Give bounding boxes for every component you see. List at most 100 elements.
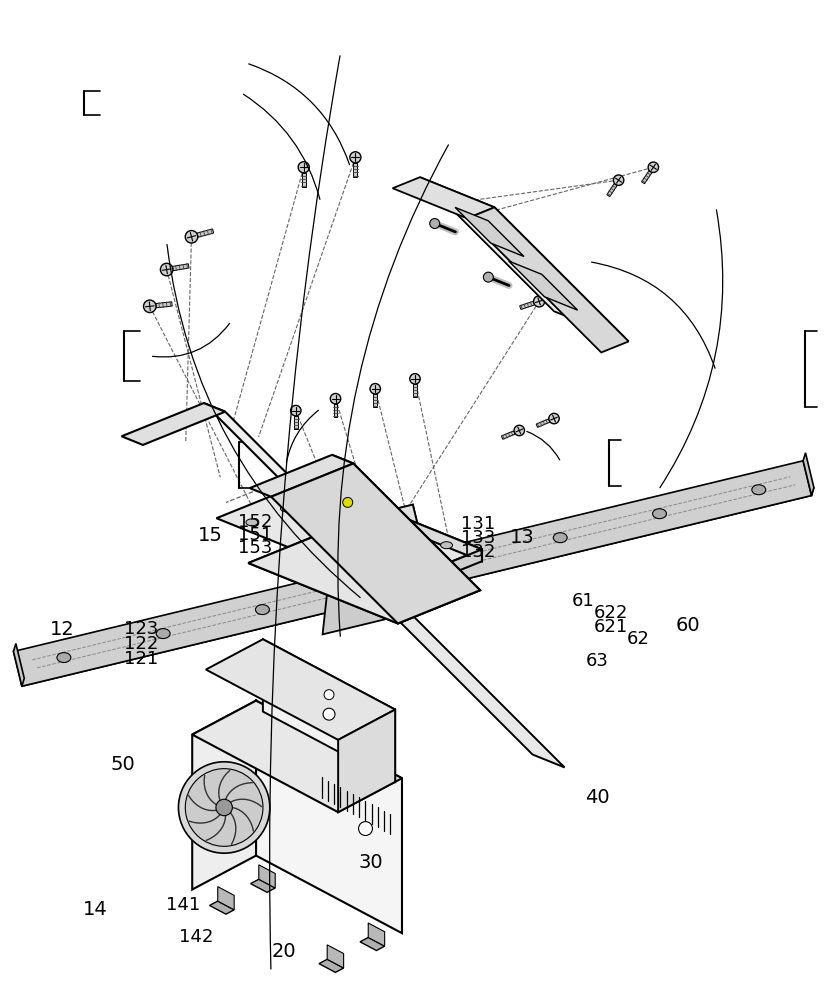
- Ellipse shape: [441, 542, 452, 549]
- Text: 121: 121: [124, 650, 158, 668]
- Ellipse shape: [280, 505, 293, 512]
- Circle shape: [185, 769, 263, 846]
- Polygon shape: [209, 901, 234, 914]
- Polygon shape: [197, 229, 213, 237]
- Polygon shape: [508, 261, 578, 310]
- Circle shape: [330, 393, 341, 404]
- Polygon shape: [156, 302, 172, 308]
- Text: 20: 20: [271, 942, 296, 961]
- Polygon shape: [311, 480, 482, 561]
- Polygon shape: [22, 488, 814, 686]
- Polygon shape: [520, 301, 535, 309]
- Text: 40: 40: [586, 788, 610, 807]
- Ellipse shape: [653, 509, 667, 519]
- Text: 132: 132: [461, 543, 495, 561]
- Circle shape: [350, 152, 361, 163]
- Ellipse shape: [378, 516, 390, 523]
- Polygon shape: [263, 639, 396, 782]
- Circle shape: [484, 272, 494, 282]
- Polygon shape: [642, 171, 652, 184]
- Ellipse shape: [344, 530, 355, 537]
- Polygon shape: [204, 403, 352, 538]
- Ellipse shape: [255, 605, 269, 615]
- Polygon shape: [218, 887, 234, 910]
- Polygon shape: [353, 163, 358, 177]
- Polygon shape: [349, 570, 564, 767]
- Polygon shape: [373, 394, 377, 407]
- Text: 15: 15: [198, 526, 222, 545]
- Ellipse shape: [57, 653, 71, 663]
- Polygon shape: [327, 945, 344, 968]
- Circle shape: [613, 175, 624, 185]
- Polygon shape: [420, 177, 629, 341]
- Text: 141: 141: [166, 896, 201, 914]
- Polygon shape: [338, 710, 396, 812]
- Circle shape: [430, 219, 440, 228]
- Ellipse shape: [372, 570, 383, 577]
- Polygon shape: [294, 416, 297, 429]
- Circle shape: [291, 405, 301, 416]
- Polygon shape: [319, 959, 344, 972]
- Circle shape: [358, 822, 372, 836]
- Polygon shape: [122, 403, 225, 445]
- Text: 122: 122: [124, 635, 158, 653]
- Circle shape: [298, 162, 309, 173]
- Circle shape: [549, 413, 559, 424]
- Text: 63: 63: [586, 652, 608, 670]
- Text: 50: 50: [110, 755, 136, 774]
- Ellipse shape: [309, 544, 321, 551]
- Polygon shape: [192, 701, 256, 890]
- Polygon shape: [307, 505, 413, 573]
- Circle shape: [179, 762, 269, 853]
- Circle shape: [323, 708, 335, 720]
- Circle shape: [410, 374, 420, 384]
- Text: 142: 142: [179, 928, 213, 946]
- Circle shape: [185, 231, 198, 243]
- Ellipse shape: [406, 556, 418, 563]
- Polygon shape: [455, 207, 524, 257]
- Polygon shape: [501, 431, 515, 439]
- Text: 621: 621: [594, 618, 628, 636]
- Ellipse shape: [380, 541, 390, 547]
- Ellipse shape: [157, 629, 170, 639]
- Text: 62: 62: [626, 630, 649, 648]
- Polygon shape: [536, 419, 550, 427]
- Text: 13: 13: [510, 528, 535, 547]
- Ellipse shape: [355, 581, 368, 591]
- Ellipse shape: [751, 485, 765, 495]
- Polygon shape: [332, 455, 480, 590]
- Ellipse shape: [454, 557, 468, 567]
- Polygon shape: [248, 530, 480, 623]
- Text: 622: 622: [594, 604, 628, 622]
- Ellipse shape: [553, 533, 567, 543]
- Text: 153: 153: [238, 539, 273, 557]
- Text: 123: 123: [124, 620, 158, 638]
- Polygon shape: [467, 207, 629, 352]
- Circle shape: [143, 300, 156, 313]
- Polygon shape: [408, 505, 428, 610]
- Polygon shape: [302, 173, 306, 187]
- Polygon shape: [172, 264, 189, 271]
- Polygon shape: [388, 549, 482, 599]
- Polygon shape: [13, 461, 812, 686]
- Polygon shape: [13, 644, 24, 686]
- Polygon shape: [217, 480, 482, 587]
- Polygon shape: [413, 384, 417, 397]
- Polygon shape: [392, 177, 494, 218]
- Circle shape: [370, 384, 381, 394]
- Text: 131: 131: [461, 515, 495, 533]
- Polygon shape: [368, 923, 385, 946]
- Circle shape: [216, 799, 232, 816]
- Text: 152: 152: [238, 513, 273, 531]
- Polygon shape: [259, 865, 275, 888]
- Ellipse shape: [315, 491, 327, 498]
- Polygon shape: [803, 453, 814, 496]
- Circle shape: [534, 296, 545, 307]
- Text: 133: 133: [461, 529, 495, 547]
- Circle shape: [343, 497, 353, 507]
- Polygon shape: [360, 937, 385, 951]
- Ellipse shape: [350, 548, 360, 554]
- Circle shape: [648, 162, 658, 172]
- Polygon shape: [250, 879, 275, 892]
- Polygon shape: [248, 530, 480, 623]
